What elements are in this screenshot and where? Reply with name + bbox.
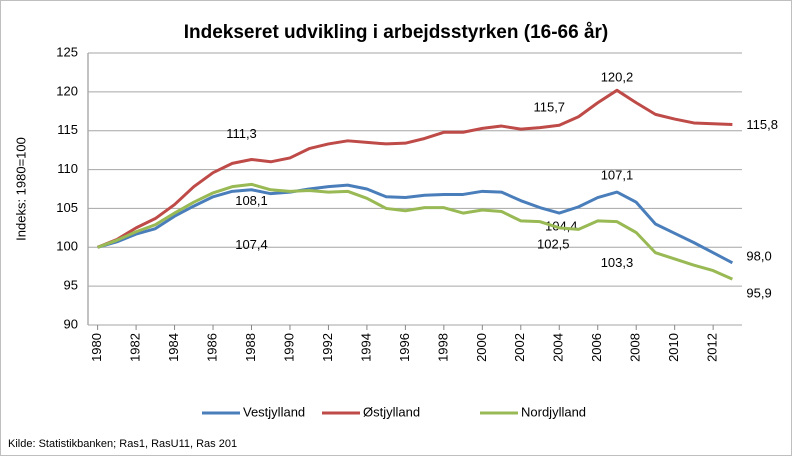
data-label: 111,3 (226, 126, 257, 141)
x-tick-label: 2006 (589, 333, 604, 362)
x-tick-label: 1990 (281, 333, 296, 362)
data-label: 103,3 (601, 255, 634, 270)
data-label: 120,2 (601, 70, 634, 85)
data-label: 107,1 (601, 168, 634, 183)
chart-title: Indekseret udvikling i arbejdsstyrken (1… (184, 22, 609, 43)
data-label: 107,4 (235, 237, 268, 252)
x-tick-label: 1996 (397, 333, 412, 362)
legend-label: Østjylland (363, 404, 420, 419)
x-tick-label: 2010 (666, 333, 681, 362)
x-tick-label: 1984 (166, 333, 181, 362)
series-line (97, 183, 734, 265)
x-tick-label: 1998 (435, 333, 450, 362)
x-tick-label: 1988 (243, 333, 258, 362)
x-tick-label: 1982 (128, 333, 143, 362)
x-tick-label: 1994 (358, 333, 373, 362)
y-tick-label: 100 (56, 239, 78, 254)
y-axis-label: Indeks: 1980=100 (13, 137, 28, 241)
y-tick-label: 120 (56, 83, 78, 98)
x-tick-label: 1986 (204, 333, 219, 362)
series-line (97, 182, 733, 281)
data-label: 95,9 (746, 286, 771, 301)
x-tick-label: 2012 (705, 333, 720, 362)
data-label: 115,7 (533, 100, 565, 115)
y-tick-label: 110 (57, 161, 78, 176)
source: Kilde: Statistikbanken; Ras1, RasU11, Ra… (8, 438, 237, 450)
y-tick-label: 105 (56, 200, 78, 215)
data-label: 115,8 (746, 117, 778, 132)
data-label: 102,5 (537, 236, 570, 251)
x-tick-label: 2008 (628, 333, 643, 362)
y-tick-label: 115 (57, 122, 78, 137)
y-tick-label: 90 (64, 316, 78, 331)
x-tick-label: 1992 (320, 333, 335, 362)
data-label: 108,1 (235, 193, 268, 208)
series-line (97, 88, 733, 249)
legend-label: Nordjylland (521, 404, 586, 419)
x-tick-label: 1980 (89, 333, 104, 362)
x-tick-label: 2002 (512, 333, 527, 362)
y-tick-label: 125 (56, 44, 78, 59)
data-label: 98,0 (746, 248, 771, 263)
x-tick-label: 2004 (551, 333, 566, 362)
y-tick-label: 95 (64, 278, 78, 293)
x-tick-label: 2000 (474, 333, 489, 362)
legend-label: Vestjylland (243, 404, 305, 419)
